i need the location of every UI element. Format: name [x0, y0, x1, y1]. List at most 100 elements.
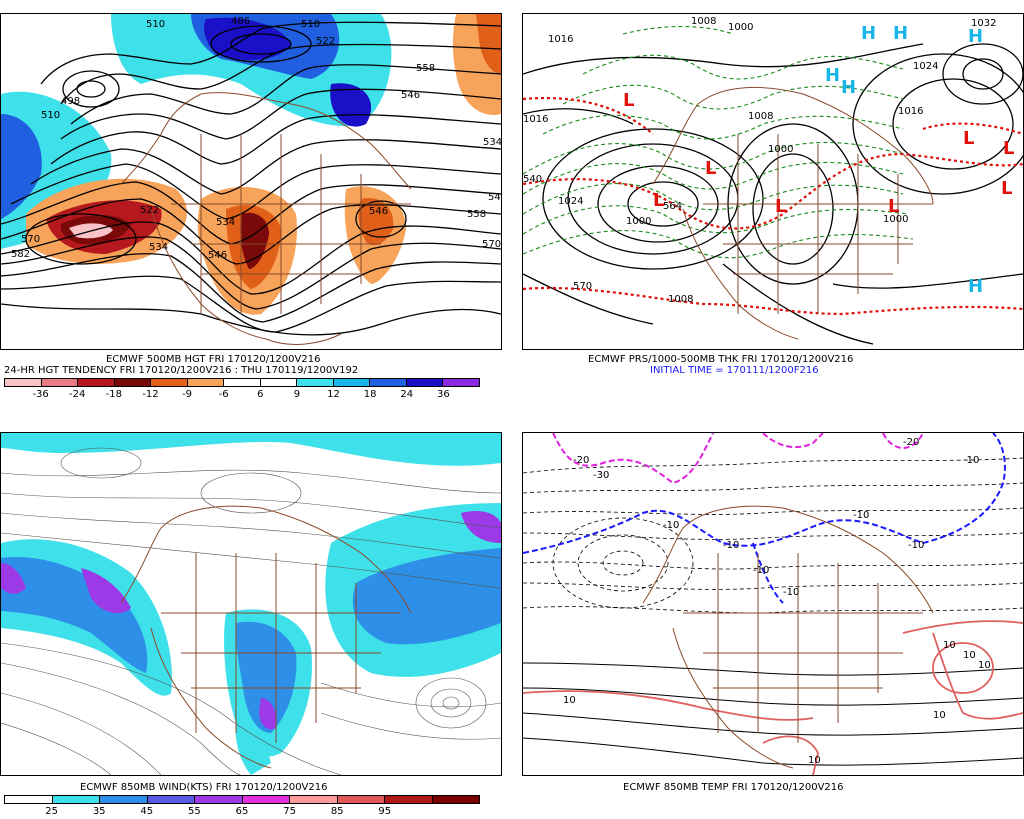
contour-label: 498 [61, 96, 80, 107]
wind-shade-texas-cyan [235, 723, 271, 775]
high-pressure-centers: H H H H H H [825, 23, 983, 297]
colorbar-tick-label: -24 [69, 389, 86, 400]
contour-label: 1000 [883, 214, 908, 225]
colorbar-swatch [241, 796, 289, 803]
contour-label: 564 [663, 201, 682, 212]
contour-label: 1024 [913, 61, 938, 72]
wind850-colorbar-ticks: 25 35 45 55 65 75 85 95 [4, 806, 480, 818]
map-850mb-temp: -20 -30 -20 -10 -10 -10 -10 -10 -10 -10 … [523, 433, 1023, 775]
low-center: L [653, 190, 664, 211]
contour-label: 486 [231, 16, 250, 27]
wind-shade-north-cyan [1, 433, 501, 466]
colorbar-swatch [194, 796, 242, 803]
colorbar-tick-label: 25 [45, 806, 58, 817]
contour-label: 546 [208, 250, 227, 261]
prs-thk-title-line1: ECMWF PRS/1000-500MB THK FRI 170120/1200… [588, 354, 854, 365]
low-center: L [623, 90, 634, 111]
colorbar-tick-label: 35 [92, 806, 106, 817]
hgt500-title-line2: 24-HR HGT TENDENCY FRI 170120/1200V216 :… [4, 365, 359, 376]
map-borders [120, 505, 412, 769]
colorbar-swatch [296, 379, 333, 386]
colorbar-swatch [99, 796, 147, 803]
contour-label: -10 [663, 520, 679, 531]
panel-850mb-wind [0, 432, 502, 776]
contour-label: 10 [808, 755, 821, 766]
contour-label: -20 [903, 437, 919, 448]
wind850-colorbar [4, 795, 480, 804]
colorbar-tick-label: 45 [140, 806, 154, 817]
contour-label: 10 [978, 660, 991, 671]
contour-label: -10 [723, 540, 739, 551]
panel-500mb-height: 510 486 510 522 558 546 534 546 558 570 … [0, 13, 502, 350]
map-borders [642, 505, 934, 769]
contour-label: 510 [301, 19, 320, 30]
map-500mb-height: 510 486 510 522 558 546 534 546 558 570 … [1, 14, 501, 345]
tendency-blob-west-deepblue [1, 114, 42, 219]
contour-label: 522 [140, 205, 159, 216]
colorbar-tick-label: -9 [182, 389, 193, 400]
colorbar-swatch [369, 379, 406, 386]
colorbar-swatch [40, 379, 78, 386]
map-borders [652, 87, 934, 340]
low-center: L [888, 196, 899, 217]
colorbar-swatch [223, 379, 260, 386]
colorbar-swatch [51, 796, 99, 803]
wind-shade-east-blue [352, 548, 501, 645]
low-center: L [775, 196, 786, 217]
contour-label: 1016 [548, 34, 573, 45]
colorbar-tick-label: 24 [400, 389, 414, 400]
contour-label: 10 [933, 710, 946, 721]
tendency-blob-ne-red [476, 14, 501, 74]
colorbar-swatch [5, 379, 41, 386]
colorbar-swatch [336, 796, 384, 803]
contour-label: 1000 [728, 22, 753, 33]
contour-label: 1008 [668, 294, 693, 305]
wind-shade-central-blue [235, 621, 297, 733]
contour-label: -10 [853, 510, 869, 521]
contour-label: 570 [573, 281, 592, 292]
map-prs-thickness: H H H H H H L L L L L L L L 1016 1008 10… [523, 16, 1023, 345]
low-center: L [963, 128, 974, 149]
colorbar-swatch [186, 379, 224, 386]
contour-labels: -20 -30 -20 -10 -10 -10 -10 -10 -10 -10 … [563, 437, 991, 766]
contour-label: 510 [146, 19, 165, 30]
wind-shade-pacific-blue [1, 557, 148, 673]
colorbar-swatch [405, 379, 443, 386]
colorbar-tick-label: 85 [330, 806, 344, 817]
colorbar-swatch [150, 379, 187, 386]
colorbar-tick-label: 6 [257, 389, 264, 400]
temp850-title: ECMWF 850MB TEMP FRI 170120/1200V216 [623, 782, 844, 793]
low-center: L [1003, 138, 1014, 159]
wind-shade-west-violet [1, 563, 26, 594]
contour-label: 10 [943, 640, 956, 651]
contour-label: 558 [467, 209, 486, 220]
contour-label: 546 [401, 90, 420, 101]
hgt500-colorbar-ticks: -36 -24 -18 -12 -9 -6 6 9 12 18 24 36 [4, 389, 480, 401]
contour-label: -10 [753, 565, 769, 576]
contour-label: 10 [963, 650, 976, 661]
panel-prs-thickness: H H H H H H L L L L L L L L 1016 1008 10… [522, 13, 1024, 350]
contour-label: 522 [316, 36, 335, 47]
contour-label: -10 [783, 587, 799, 598]
wind-shade-pacific-violet [81, 568, 131, 614]
contour-labels: 510 486 510 522 558 546 534 546 558 570 … [11, 16, 501, 261]
contour-label: 558 [416, 63, 435, 74]
contour-label: 1008 [748, 111, 773, 122]
colorbar-swatch [442, 379, 479, 386]
colorbar-tick-label: -36 [32, 389, 49, 400]
hgt500-title-line1: ECMWF 500MB HGT FRI 170120/1200V216 [106, 354, 321, 365]
map-850mb-wind [1, 433, 501, 775]
colorbar-tick-label: 95 [378, 806, 392, 817]
colorbar-swatch [5, 796, 52, 803]
low-center: L [705, 158, 716, 179]
colorbar-tick-label: 18 [363, 389, 377, 400]
contour-label: 510 [41, 110, 60, 121]
contour-label: 534 [483, 137, 501, 148]
colorbar-tick-label: -12 [142, 389, 159, 400]
thickness-lines-green [523, 26, 914, 259]
minus-10-isotherm [523, 433, 1006, 604]
colorbar-swatch [259, 379, 297, 386]
contour-label: 1008 [691, 16, 716, 27]
thickness-lines-red [523, 97, 1023, 316]
contour-label: 10 [563, 695, 576, 706]
